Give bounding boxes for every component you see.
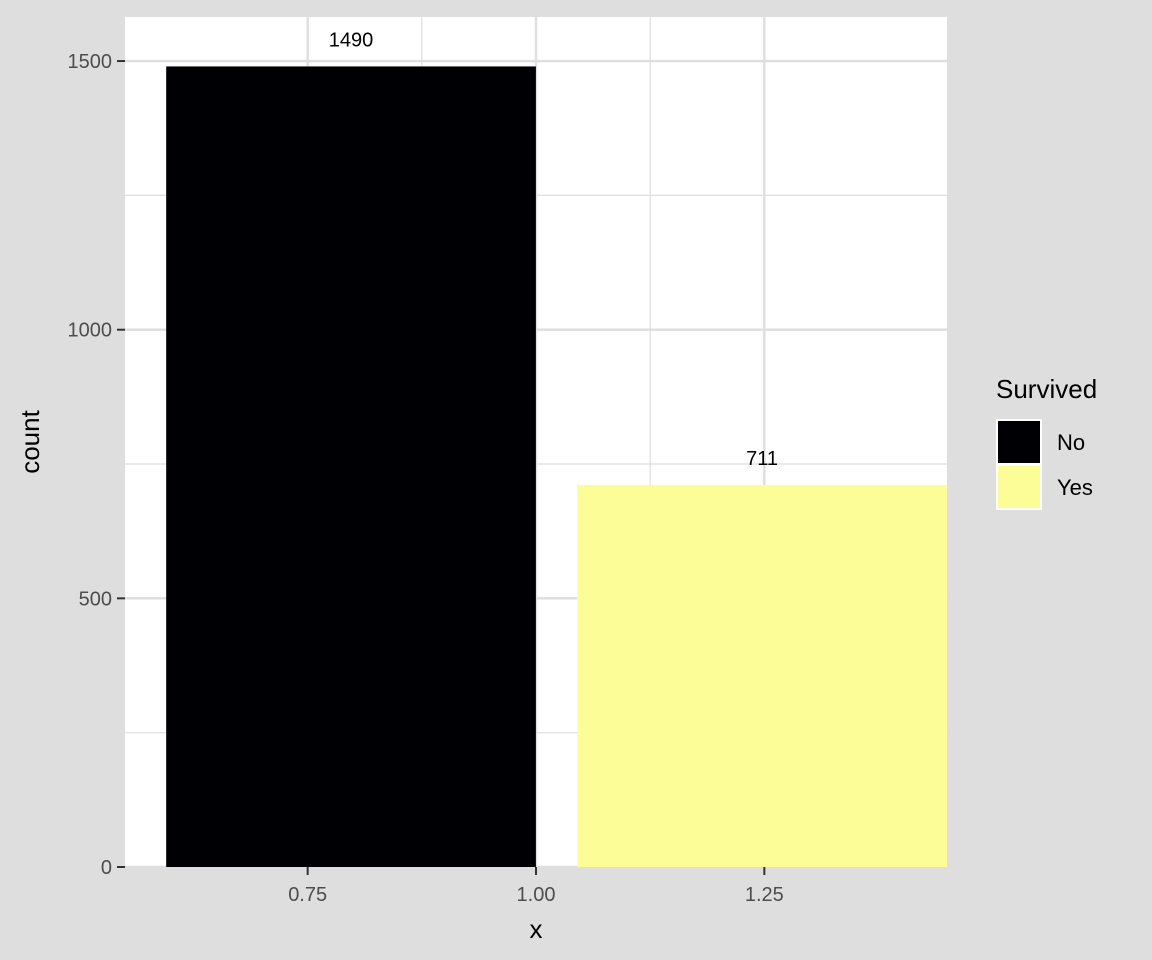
bar-data-label: 711 [746,448,778,470]
y-tick-label: 1500 [68,51,113,73]
legend-title: Survived [996,374,1097,404]
legend-key-no [996,419,1042,465]
legend-key-yes [996,464,1042,510]
y-tick-label: 500 [79,588,112,610]
x-tick-label: 0.75 [288,884,327,906]
y-axis-title: count [15,409,45,473]
y-tick-label: 0 [101,857,112,879]
bar-yes [577,484,947,867]
bar-data-label: 1490 [329,29,374,51]
bar-data-labels: 1490 711 [329,29,778,470]
x-tick-label: 1.25 [745,884,784,906]
legend-label-no: No [1057,430,1085,455]
y-axis: 0 500 1000 1500 [68,51,125,879]
y-tick-label: 1000 [68,320,113,342]
x-axis-title: x [530,914,543,944]
legend-label-yes: Yes [1057,475,1093,500]
x-axis: 0.75 1.00 1.25 [288,867,784,906]
legend: Survived No Yes [996,374,1097,510]
x-tick-label: 1.00 [517,884,556,906]
bars [166,66,947,868]
bar-no [166,66,536,868]
